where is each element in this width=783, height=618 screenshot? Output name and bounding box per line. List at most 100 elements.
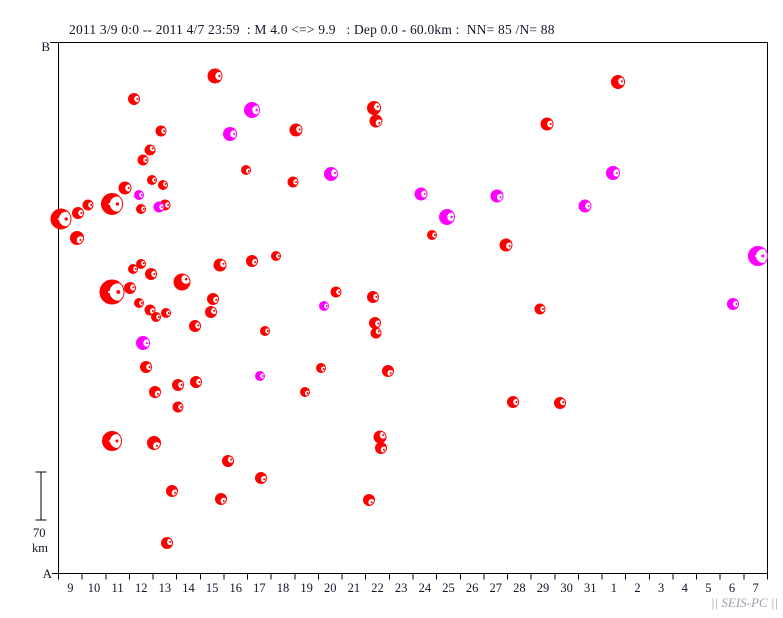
x-tick-label: 4 [682,581,689,595]
x-tick-label: 5 [705,581,711,595]
focal-mechanism-outline [136,204,146,214]
focal-mechanism-outline [82,199,94,211]
focal-mechanism-outline [215,493,227,505]
x-tick-label: 30 [560,581,573,595]
focal-mechanism-outline [260,326,270,336]
focal-mechanism-outline [72,207,84,219]
x-tick-label: 24 [419,581,432,595]
focal-mechanism-outline [316,363,326,373]
focal-mechanism-outline [137,154,149,166]
x-tick-label: 31 [584,581,597,595]
focal-mechanism-outline [70,231,84,245]
focal-mechanism-outline [207,293,219,305]
x-tick-label: 28 [513,581,526,595]
x-tick-label: 3 [658,581,664,595]
focal-mechanism-outline [207,68,223,84]
focal-mechanism-outline [554,397,566,409]
x-tick-label: 17 [253,581,266,595]
focal-mechanism-symbol [207,293,219,305]
focal-mechanism-outline [727,298,739,310]
x-tick-label: 1 [611,581,617,595]
focal-mechanism-outline [166,485,178,497]
focal-mechanism-outline [606,166,620,180]
focal-mechanism-symbol [100,280,124,304]
focal-mechanism-outline [439,209,455,225]
x-tick-label: 6 [729,581,735,595]
focal-mechanism-outline [427,230,437,240]
focal-mechanism-outline [102,431,122,451]
focal-mechanism-outline [255,371,265,381]
focal-mechanism-symbol [367,101,381,115]
focal-mechanism-outline [540,117,554,131]
x-tick-label: 25 [442,581,455,595]
focal-mechanism-outline [134,298,144,308]
x-tick-label: 2 [634,581,640,595]
focal-mechanism-outline [375,442,387,454]
focal-mechanism-outline [173,273,191,291]
scale-bar-value: 70 [33,526,46,540]
focal-mechanism-symbol [246,255,258,267]
x-tick-label: 7 [753,581,759,595]
focal-mechanism-outline [748,246,768,266]
focal-mechanism-outline [222,455,234,467]
focal-mechanism-outline [144,144,156,156]
x-tick-label: 29 [537,581,550,595]
focal-mechanism-outline [136,259,146,269]
focal-mechanism-outline [367,101,381,115]
focal-mechanism-outline [246,255,258,267]
x-tick-label: 18 [277,581,290,595]
x-tick-label: 23 [395,581,408,595]
focal-mechanism-outline [140,361,152,373]
seis-pc-watermark: || SEIS-PC || [710,595,778,610]
focal-mechanism-outline [289,123,303,137]
focal-mechanism-outline [189,320,201,332]
focal-mechanism-outline [151,312,161,322]
focal-mechanism-outline [578,199,592,213]
focal-mechanism-symbol [255,472,267,484]
focal-mechanism-outline [363,494,375,506]
scale-bar-unit: km [32,541,48,555]
focal-mechanism-outline [241,165,251,175]
focal-mechanism-outline [147,175,157,185]
focal-mechanism-outline [136,336,150,350]
focal-mechanism-outline [330,286,342,298]
focal-mechanism-outline [382,365,394,377]
x-tick-label: 12 [135,581,148,595]
focal-mechanism-symbol [145,145,155,155]
focal-mechanism-outline [153,201,165,213]
focal-mechanism-outline [172,379,184,391]
focal-mechanism-outline [124,282,136,294]
focal-mechanism-symbol [51,209,71,229]
focal-mechanism-outline [490,189,504,203]
focal-mechanism-outline [161,308,171,318]
focal-mechanism-outline [507,396,519,408]
focal-mechanism-outline [255,472,267,484]
focal-mechanism-outline [161,537,173,549]
focal-mechanism-outline [149,386,161,398]
focal-mechanism-outline [534,303,546,315]
focal-mechanism-symbol [70,231,84,245]
focal-mechanism-outline [128,93,140,105]
focal-mechanism-symbol [172,379,184,391]
x-tick-label: 15 [206,581,219,595]
focal-mechanism-symbol [189,320,201,332]
focal-mechanism-outline [367,291,379,303]
focal-mechanism-symbol [136,336,150,350]
x-tick-label: 22 [371,581,384,595]
focal-mechanism-outline [134,190,144,200]
section-end-label-a: A [42,566,52,581]
x-tick-label: 20 [324,581,337,595]
focal-mechanism-outline [300,387,310,397]
focal-mechanism-outline [147,436,161,450]
focal-mechanism-outline [50,208,72,230]
x-tick-label: 10 [88,581,101,595]
focal-mechanism-outline [145,268,157,280]
focal-mechanism-symbol [500,239,512,251]
x-tick-label: 14 [182,581,195,595]
focal-mechanism-outline [128,264,138,274]
focal-mechanism-outline [99,279,125,305]
focal-mechanism-outline [369,114,383,128]
x-tick-label: 16 [230,581,243,595]
